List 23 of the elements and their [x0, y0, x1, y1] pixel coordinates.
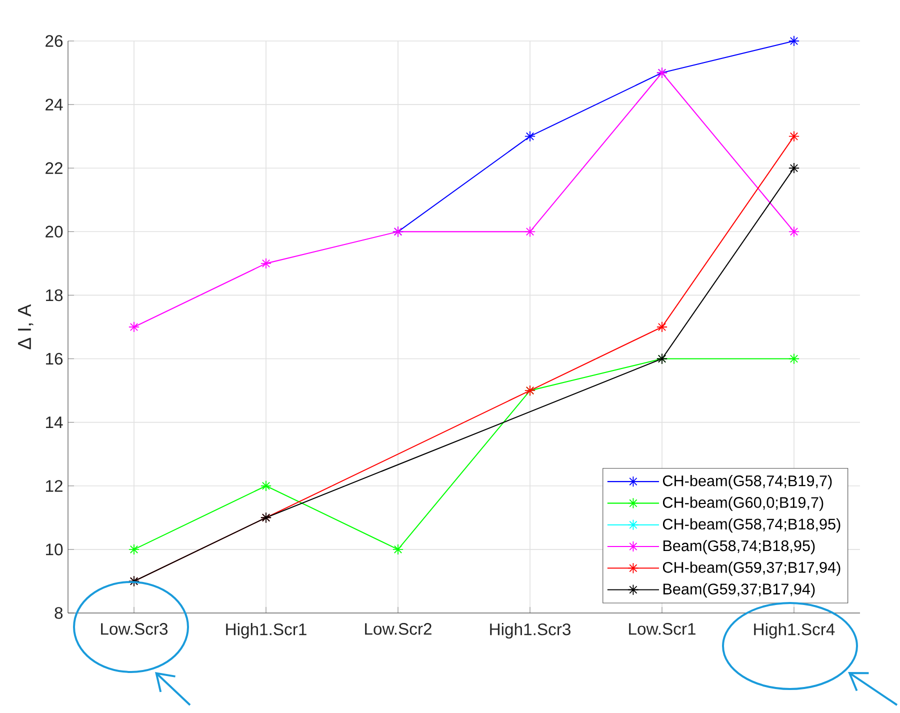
- y-tick-label: 12: [46, 480, 62, 492]
- x-tick-label: High1.Scr3: [490, 623, 570, 639]
- legend-label: CH-beam(G60,0;B19,7): [662, 496, 824, 511]
- y-tick-label: 14: [46, 416, 63, 428]
- x-tick-label: Low.Scr2: [365, 623, 432, 635]
- y-tick-label: 18: [46, 289, 63, 302]
- x-tick-label: Low.Scr3: [101, 623, 168, 635]
- y-tick-label: 8: [54, 607, 63, 619]
- y-tick-label: 10: [46, 544, 63, 556]
- y-tick-label: 22: [46, 162, 62, 174]
- legend-label: CH-beam(G58,74;B18,95): [662, 518, 840, 533]
- y-tick-label: 16: [46, 352, 63, 365]
- legend-label: Beam(G58,74;B18,95): [663, 540, 815, 554]
- x-tick-label: High1.Scr1: [226, 623, 306, 639]
- legend-label: Beam(G59,37;B17,94): [663, 583, 815, 598]
- y-tick-label: 24: [46, 98, 63, 110]
- y-axis-title: Δ I, A: [18, 304, 34, 350]
- y-tick-label: 26: [46, 35, 63, 47]
- x-tick-label: Low.Scr1: [629, 623, 696, 635]
- legend-label: CH-beam(G59,37;B17,94): [662, 562, 840, 576]
- x-tick-label: High1.Scr4: [754, 623, 835, 639]
- legend-label: CH-beam(G58,74;B19,7): [662, 475, 832, 490]
- y-tick-label: 20: [46, 226, 63, 238]
